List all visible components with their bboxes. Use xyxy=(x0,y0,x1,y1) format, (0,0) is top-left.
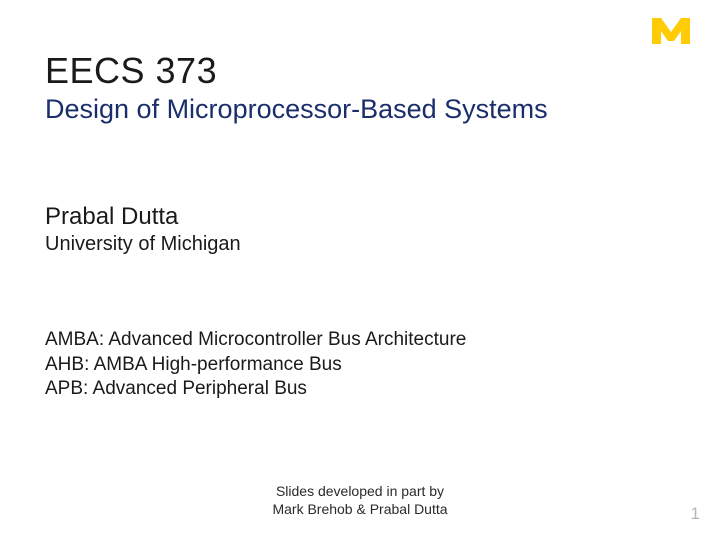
slide-content: EECS 373 Design of Microprocessor-Based … xyxy=(0,0,720,402)
author-affiliation: University of Michigan xyxy=(45,233,675,256)
page-number: 1 xyxy=(691,504,700,524)
m-logo-icon xyxy=(652,18,690,44)
author-name: Prabal Dutta xyxy=(45,203,675,231)
course-title: Design of Microprocessor-Based Systems xyxy=(45,94,675,125)
course-code: EECS 373 xyxy=(45,50,675,92)
university-logo xyxy=(652,18,690,49)
topic-line-3: APB: Advanced Peripheral Bus xyxy=(45,377,675,402)
topic-line-2: AHB: AMBA High-performance Bus xyxy=(45,353,675,378)
topic-line-1: AMBA: Advanced Microcontroller Bus Archi… xyxy=(45,328,675,353)
footer-line-1: Slides developed in part by xyxy=(0,482,720,500)
footer-line-2: Mark Brehob & Prabal Dutta xyxy=(0,500,720,518)
footer-credits: Slides developed in part by Mark Brehob … xyxy=(0,482,720,518)
